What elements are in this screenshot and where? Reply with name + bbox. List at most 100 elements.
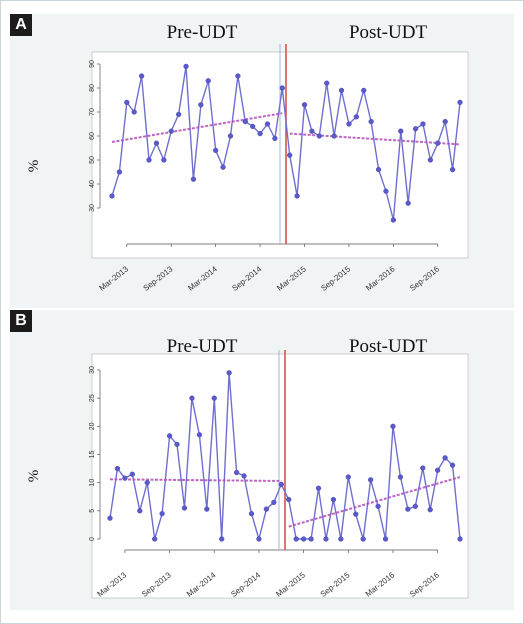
- panel-b-data-point: [338, 536, 344, 542]
- panel-b-data-point: [174, 441, 180, 448]
- panel-a-y-tick-label: 80: [89, 84, 96, 92]
- panel-b-trend-line-post: [288, 476, 461, 528]
- panel-a-data-point: [442, 118, 448, 125]
- panel-a-x-tick-label: Sep-2013: [142, 264, 175, 293]
- panel-a-x-tick-label: Sep-2014: [230, 264, 263, 293]
- panel-b-y-tick-label: 15: [89, 451, 96, 459]
- panel-a-data-point: [331, 133, 337, 139]
- panel-b-series-line: [109, 372, 461, 542]
- panel-a-y-tick-label: 70: [89, 108, 96, 116]
- panel-a-data-point: [131, 109, 137, 115]
- panel-b-data-point: [152, 536, 158, 542]
- panel-a-x-tick-label: Mar-2014: [186, 264, 219, 293]
- panel-b-data-point: [442, 455, 448, 461]
- panel-a-data-point: [250, 123, 256, 130]
- panel-a-data-point: [227, 133, 234, 139]
- panel-a-data-point: [324, 80, 330, 86]
- panel-a-y-tick-label: 50: [89, 156, 96, 164]
- panel-b-data-point: [300, 536, 307, 542]
- panel-a-x-tick-label: Mar-2016: [364, 264, 397, 293]
- panel-a-data-point: [390, 217, 397, 223]
- panel-a-data-point: [235, 73, 241, 79]
- panel-b-label: B: [10, 310, 32, 332]
- panel-b-data-point: [271, 499, 277, 506]
- panel-b-data-point: [345, 474, 351, 480]
- panel-a-post-label: Post-UDT: [349, 22, 428, 43]
- panel-b-data-point: [122, 475, 128, 481]
- panel-b-data-point: [435, 467, 441, 473]
- panel-a-data-point: [383, 188, 389, 194]
- panel-a-data-point: [405, 200, 411, 206]
- panel-b-data-point: [226, 370, 232, 376]
- panel-b-data-point: [412, 503, 418, 509]
- panel-a-data-point: [161, 157, 167, 163]
- panel-b-data-point: [181, 505, 188, 511]
- panel-a-data-point: [287, 152, 293, 158]
- panel-a-data-point: [412, 126, 419, 132]
- panel-a-data-point: [294, 193, 300, 199]
- panel-a-data-point: [420, 121, 426, 127]
- panel-a-data-point: [138, 73, 145, 79]
- panel-a-data-point: [257, 130, 263, 137]
- panel-b-data-point: [427, 507, 433, 513]
- panel-a-y-tick-label: 60: [89, 132, 96, 140]
- panel-a-ylabel: %: [26, 160, 42, 173]
- panel-b-data-point: [308, 536, 314, 542]
- panel-a-data-point: [375, 166, 382, 173]
- panel-b-data-point: [233, 469, 240, 476]
- panel-a-x-tick-label: Sep-2015: [319, 264, 352, 293]
- panel-b-data-point: [166, 433, 173, 439]
- panel-b-data-point: [137, 508, 143, 514]
- panel-b-y-tick-label: 30: [89, 366, 96, 374]
- panel-b-data-point: [420, 465, 426, 471]
- panel-b-data-point: [196, 432, 203, 438]
- panel-b-y-tick-label: 25: [89, 394, 96, 402]
- panel-a-label: A: [10, 14, 32, 36]
- panel-a-x-tick-label: Sep-2016: [408, 264, 441, 293]
- panel-b-data-point: [286, 496, 292, 503]
- panel-b-plot-area: [91, 353, 469, 599]
- panel-b-data-point: [397, 474, 404, 480]
- panel-b-pre-label: Pre-UDT: [167, 336, 238, 357]
- panel-a-data-point: [146, 157, 152, 163]
- panel-b-trend-line-pre: [109, 478, 282, 482]
- panel-a-data-point: [309, 128, 315, 134]
- panel-b-data-point: [382, 536, 389, 542]
- panel-a-data-point: [368, 118, 374, 125]
- panel-b-y-tick-label: 20: [89, 422, 96, 430]
- panel-a-chart: Pre-UDT Post-UDT % 30 40 50 60 70 80 90 Mar-201…: [26, 22, 469, 293]
- panel-a-data-point: [279, 85, 285, 91]
- panel-b-data-point: [107, 515, 113, 521]
- panel-a-data-point: [338, 87, 345, 94]
- panel-a-data-point: [449, 166, 456, 173]
- panel-b-data-point: [390, 423, 396, 429]
- panel-a-data-point: [198, 102, 204, 108]
- panel-b-data-point: [241, 473, 247, 479]
- panel-b-data-point: [293, 536, 299, 542]
- panel-a-data-point: [457, 99, 463, 106]
- panel-b-y-tick-label: 5: [89, 509, 96, 513]
- panel-a-data-point: [272, 135, 278, 142]
- panel-a-data-point: [398, 128, 404, 134]
- panel-b-data-point: [114, 465, 121, 472]
- panel-a-data-point: [116, 169, 123, 175]
- panel-a-data-point: [316, 133, 322, 139]
- panel-a-y-tick-label: 40: [89, 180, 96, 188]
- panel-a-series-line: [111, 66, 461, 221]
- panel-a-data-point: [361, 87, 367, 94]
- panel-b-data-point: [323, 536, 329, 542]
- panel-b-data-point: [457, 536, 463, 542]
- panel-a-data-point: [301, 102, 308, 108]
- panel-a-trend-line-pre: [111, 112, 283, 143]
- panel-a-data-point: [220, 164, 226, 170]
- panel-a-data-point: [346, 121, 352, 127]
- panel-b-ylabel: %: [26, 470, 42, 483]
- panel-a-y-tick-label: 90: [89, 60, 96, 68]
- panel-b-data-point: [263, 506, 270, 512]
- panel-a-x-tick-label: Mar-2013: [98, 264, 131, 293]
- panel-b-data-point: [367, 477, 374, 483]
- panel-b-data-point: [189, 395, 195, 401]
- panel-b-data-point: [449, 462, 456, 468]
- panel-b-data-point: [211, 395, 217, 401]
